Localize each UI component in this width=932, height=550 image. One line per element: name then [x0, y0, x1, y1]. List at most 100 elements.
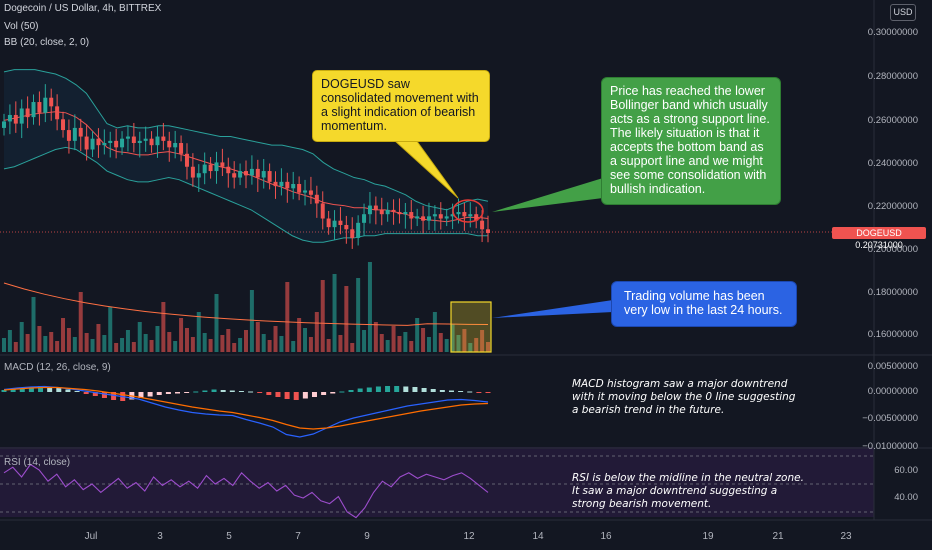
rsi-note[interactable]: RSI is below the midline in the neutral …	[572, 472, 804, 510]
volume-bar	[238, 338, 243, 352]
macd-histogram-bar	[394, 386, 400, 392]
macd-histogram-bar	[56, 388, 62, 392]
macd-signal-line	[3, 386, 489, 430]
candle-body	[232, 173, 237, 178]
candle-body	[2, 121, 6, 128]
volume-bar	[202, 333, 207, 352]
price-axis-label: 0.30000000	[867, 27, 918, 38]
volume-bar	[415, 318, 420, 352]
candle-body	[49, 97, 54, 107]
volume-bar	[37, 326, 42, 352]
volume-bar	[143, 334, 148, 352]
volume-bar	[84, 333, 89, 352]
candle-body	[226, 166, 231, 174]
price-axis-label: 0.28000000	[867, 71, 918, 82]
volume-highlight-box	[450, 301, 492, 353]
rsi-group	[0, 455, 874, 519]
macd-histogram-bar	[184, 392, 190, 393]
volume-bar	[356, 278, 361, 352]
macd-title[interactable]: MACD (12, 26, close, 9)	[4, 362, 111, 373]
macd-note[interactable]: MACD histogram saw a major downtrend wit…	[572, 378, 796, 416]
volume-bar	[421, 328, 426, 352]
macd-histogram-bar	[348, 390, 354, 392]
candle-body	[31, 102, 36, 118]
macd-histogram-bar	[19, 388, 25, 392]
rsi-title[interactable]: RSI (14, close)	[4, 457, 71, 468]
macd-histogram-bar	[175, 392, 181, 394]
volume-bar	[456, 335, 461, 352]
volume-bar	[308, 337, 313, 352]
candle-body	[19, 108, 24, 124]
volume-bar	[468, 343, 473, 352]
volume-bar	[149, 340, 154, 352]
volume-ma-line	[3, 282, 489, 326]
candle-body	[486, 229, 490, 233]
candle-body	[261, 171, 266, 178]
volume-callout[interactable]: Trading volume has been very low in the …	[611, 281, 797, 327]
candle-body	[161, 136, 166, 141]
macd-axis-label: 0.00500000	[867, 361, 918, 372]
macd-histogram-bar	[220, 390, 226, 392]
macd-histogram-bar	[38, 386, 44, 392]
candle-body	[114, 140, 119, 148]
candle-body	[131, 136, 136, 144]
volume-bar	[61, 318, 66, 352]
time-axis-label: 9	[364, 531, 370, 542]
volume-bar	[291, 341, 296, 352]
symbol-title[interactable]: Dogecoin / US Dollar, 4h, BITTREX	[4, 3, 162, 14]
time-axis-label: 21	[772, 531, 784, 542]
consolidation-callout[interactable]: DOGEUSD saw consolidated movement with a…	[312, 70, 490, 142]
candle-body	[308, 190, 313, 195]
volume-bar	[196, 312, 201, 352]
volume-bar	[320, 280, 325, 352]
currency-button[interactable]: USD	[890, 4, 916, 21]
volume-bar	[397, 336, 402, 352]
macd-histogram-bar	[1, 390, 7, 392]
macd-histogram-bar	[302, 392, 308, 399]
volume-bar	[426, 337, 431, 352]
volume-bar	[137, 322, 142, 352]
last-price-badge: DOGEUSD 0.20731000	[832, 227, 926, 250]
candle-body	[285, 181, 290, 189]
volume-bar	[285, 282, 290, 352]
candle-body	[167, 140, 172, 148]
time-axis-label: 5	[226, 531, 232, 542]
volume-bar	[226, 329, 231, 352]
macd-axis-label: 0.00000000	[867, 386, 918, 397]
volume-bar	[244, 330, 248, 352]
candle-body	[456, 212, 461, 215]
macd-histogram-bar	[83, 392, 89, 394]
macd-histogram-bar	[138, 392, 144, 398]
bollinger-fill	[4, 69, 488, 243]
macd-axis-label: −0.00500000	[862, 413, 918, 424]
volume-bar	[379, 334, 384, 352]
volume-bar	[409, 341, 414, 352]
candle-body	[84, 136, 89, 150]
volume-bar	[131, 342, 136, 352]
volume-bar	[25, 334, 30, 352]
volume-bar	[314, 312, 319, 352]
volume-bar	[249, 290, 254, 352]
time-axis-label: 3	[157, 531, 163, 542]
volume-bar	[232, 343, 237, 352]
volume-bar	[474, 338, 479, 352]
volume-bar	[72, 337, 77, 352]
candle-body	[480, 220, 485, 230]
time-axis-label: 23	[840, 531, 852, 542]
bollinger-upper-band	[3, 69, 489, 211]
candle-body	[444, 216, 449, 219]
volume-bar	[462, 329, 467, 352]
macd-histogram-bar	[28, 387, 34, 392]
volume-indicator-label[interactable]: Vol (50)	[4, 21, 39, 32]
macd-histogram-bar	[65, 389, 71, 392]
volume-bar	[190, 337, 195, 352]
candle-body	[61, 119, 66, 131]
volume-bar	[167, 332, 172, 352]
macd-histogram-bar	[10, 389, 16, 392]
bollinger-callout[interactable]: Price has reached the lower Bollinger ba…	[601, 77, 781, 205]
candle-body	[208, 164, 213, 172]
bollinger-indicator-label[interactable]: BB (20, close, 2, 0)	[4, 37, 90, 48]
